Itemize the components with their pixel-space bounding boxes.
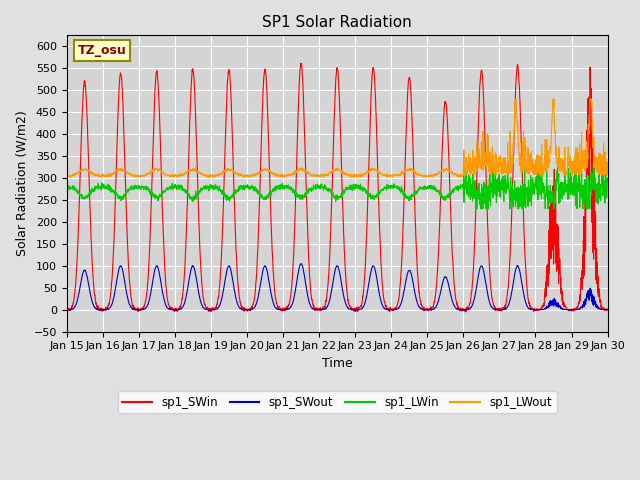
sp1_LWin [556,199,564,205]
sp1_SWout [495,307,502,313]
sp1_LWin [495,180,502,186]
sp1_SWin [63,306,70,312]
Line: sp1_LWin: sp1_LWin [67,160,607,209]
sp1_SWin [556,275,564,280]
sp1_LWout [511,96,519,102]
sp1_SWout [556,304,564,310]
sp1_SWin [214,299,221,305]
sp1_LWin [365,191,372,197]
sp1_SWin [461,309,469,315]
sp1_SWout [604,307,611,312]
sp1_SWin [298,60,305,66]
sp1_LWin [572,184,579,190]
Legend: sp1_SWin, sp1_SWout, sp1_LWin, sp1_LWout: sp1_SWin, sp1_SWout, sp1_LWin, sp1_LWout [118,391,557,413]
sp1_SWin [495,308,502,313]
sp1_LWin [589,157,597,163]
Line: sp1_LWout: sp1_LWout [67,99,607,178]
sp1_LWout [365,169,372,175]
sp1_SWout [572,307,579,312]
sp1_SWin [604,307,611,312]
sp1_LWin [604,179,611,184]
sp1_LWout [205,175,212,180]
sp1_LWout [63,174,70,180]
sp1_SWout [365,282,372,288]
sp1_SWin [365,171,372,177]
sp1_SWout [63,307,70,312]
sp1_SWout [298,261,305,266]
sp1_LWout [572,160,579,166]
sp1_SWout [214,305,221,311]
sp1_LWout [214,172,221,178]
Y-axis label: Solar Radiation (W/m2): Solar Radiation (W/m2) [15,111,28,256]
sp1_LWin [353,185,360,191]
sp1_LWout [556,166,564,171]
sp1_LWin [63,185,70,191]
sp1_LWout [353,173,361,179]
sp1_SWin [572,306,579,312]
Line: sp1_SWin: sp1_SWin [67,63,607,312]
X-axis label: Time: Time [322,357,353,370]
Title: SP1 Solar Radiation: SP1 Solar Radiation [262,15,412,30]
Text: TZ_osu: TZ_osu [77,44,126,57]
sp1_SWout [461,307,469,313]
sp1_LWout [495,169,502,175]
sp1_SWin [353,306,361,312]
Line: sp1_SWout: sp1_SWout [67,264,607,310]
sp1_LWin [473,206,481,212]
sp1_LWin [214,184,221,190]
sp1_SWout [353,307,361,312]
sp1_LWout [604,166,611,171]
